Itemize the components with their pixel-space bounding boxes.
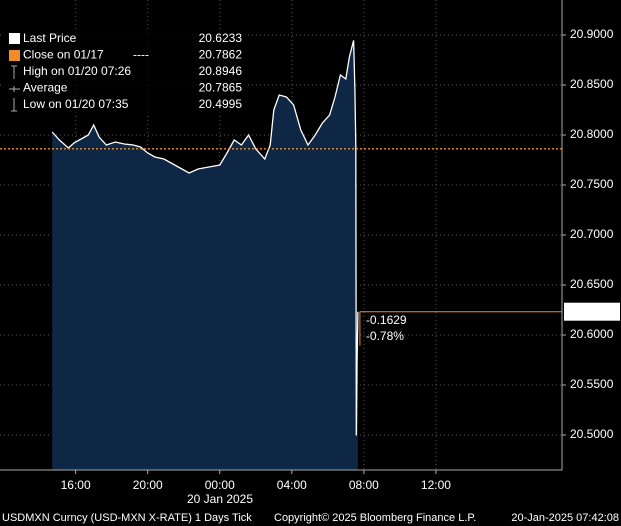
legend-swatch <box>9 50 20 61</box>
x-date-label: 20 Jan 2025 <box>187 492 253 506</box>
legend-marker: ---- <box>133 48 149 62</box>
area <box>52 40 358 471</box>
legend-label: Last Price <box>23 31 77 45</box>
x-tick-label: 12:00 <box>421 478 451 492</box>
legend-label: High on 01/20 07:26 <box>23 64 131 78</box>
y-tick-label: 20.6000 <box>570 327 614 341</box>
y-tick-label: 20.8000 <box>570 127 614 141</box>
legend-icon <box>9 86 20 92</box>
y-tick-label: 20.5500 <box>570 377 614 391</box>
legend-icon <box>11 98 17 112</box>
legend-value: 20.7865 <box>199 81 243 95</box>
x-tick-label: 08:00 <box>349 478 379 492</box>
y-tick-label: 20.6500 <box>570 277 614 291</box>
legend-value: 20.8946 <box>199 64 243 78</box>
legend: Last Price 20.6233 Close on 01/17 20.7862 Hi… <box>4 30 248 114</box>
footer: Copyright© 2025 Bloomberg Finance L.P. <box>274 512 476 524</box>
last-price-box <box>564 302 620 321</box>
footer: USDMXN Curncy (USD-MXN X-RATE) 1 Days Ti… <box>2 512 252 524</box>
legend-swatch <box>9 33 20 44</box>
legend-label: Close on 01/17 <box>23 48 104 62</box>
x-tick-label: 20:00 <box>133 478 163 492</box>
x-tick-label: 00:00 <box>205 478 235 492</box>
legend-value: 20.6233 <box>199 31 243 45</box>
legend-box <box>4 30 248 114</box>
legend-label: Low on 01/20 07:35 <box>23 97 129 111</box>
annotation: -0.1629 <box>366 313 407 327</box>
last-price-label: 20.6233 <box>568 304 612 318</box>
line <box>51 40 359 436</box>
legend-value: 20.4995 <box>199 97 243 111</box>
annotation: -0.78% <box>366 329 404 343</box>
y-tick-label: 20.7500 <box>570 177 614 191</box>
y-tick-label: 20.9000 <box>570 27 614 41</box>
legend-value: 20.7862 <box>199 48 243 62</box>
footer: 20-Jan-2025 07:42:08 <box>511 512 619 524</box>
legend-label: Average <box>23 81 68 95</box>
x-tick-label: 16:00 <box>61 478 91 492</box>
x-tick-label: 04:00 <box>277 478 307 492</box>
y-tick-label: 20.5000 <box>570 427 614 441</box>
legend-icon <box>11 65 17 79</box>
y-tick-label: 20.8500 <box>570 77 614 91</box>
y-tick-label: 20.7000 <box>570 227 614 241</box>
